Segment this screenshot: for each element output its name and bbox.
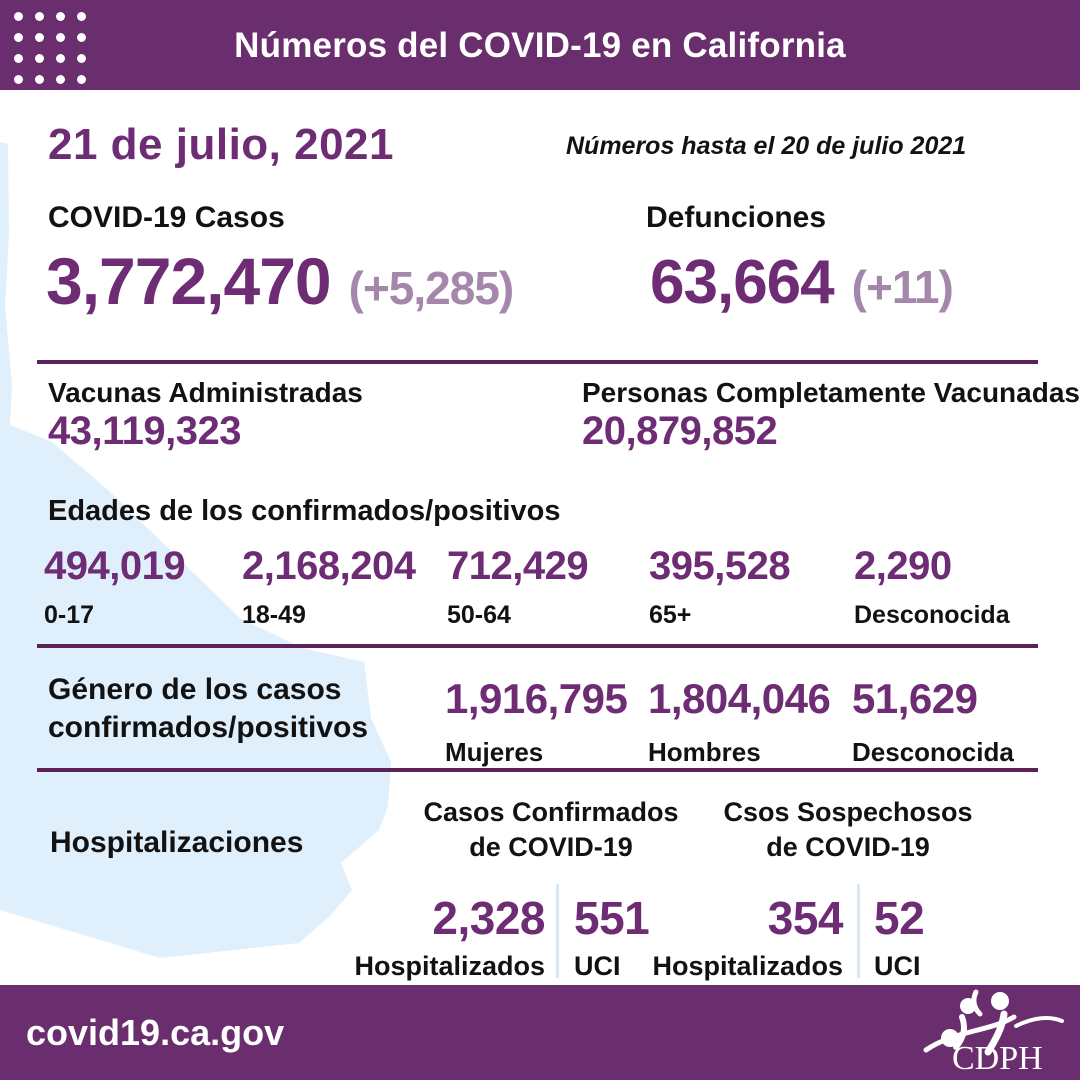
suspected-hospitalized-cell: 354 Hospitalizados xyxy=(643,891,843,982)
header-line1: Csos Sospechosos xyxy=(723,797,973,827)
deaths-value: 63,664 xyxy=(650,248,835,317)
gender-label: Desconocida xyxy=(852,737,1014,767)
age-value: 494,019 xyxy=(44,544,186,588)
section-divider xyxy=(37,768,1038,772)
hospitalizations-title: Hospitalizaciones xyxy=(50,826,304,859)
age-value: 395,528 xyxy=(649,544,791,588)
gender-title-line1: Género de los casos xyxy=(48,673,342,706)
age-group-50-64: 712,429 50-64 xyxy=(447,544,589,630)
gender-label: Mujeres xyxy=(445,737,544,767)
age-label: Desconocida xyxy=(854,601,1010,629)
header-bar: Números del COVID-19 en California xyxy=(0,0,1080,90)
age-group-0-17: 494,019 0-17 xyxy=(44,544,186,630)
vaccines-administered-value: 43,119,323 xyxy=(48,409,242,453)
confirmed-icu-cell: 551 UCI xyxy=(574,891,774,982)
gender-group-unknown: 51,629 Desconocida xyxy=(852,675,1014,768)
page-title: Números del COVID-19 en California xyxy=(234,26,846,65)
age-value: 2,168,204 xyxy=(242,544,416,588)
age-group-unknown: 2,290 Desconocida xyxy=(854,544,1010,630)
report-date: 21 de julio, 2021 xyxy=(48,120,394,169)
suspected-cases-header: Csos Sospechosos de COVID-19 xyxy=(698,795,998,865)
cases-value-row: 3,772,470 (+5,285) xyxy=(46,243,515,319)
age-label: 18-49 xyxy=(242,601,306,629)
section-divider xyxy=(37,644,1038,648)
header-line2: de COVID-19 xyxy=(469,832,633,862)
icu-value: 551 xyxy=(574,892,650,944)
cases-label: COVID-19 Casos xyxy=(48,201,285,234)
gender-value: 1,916,795 xyxy=(445,675,628,722)
section-divider xyxy=(37,360,1038,364)
ages-section-title: Edades de los confirmados/positivos xyxy=(48,495,561,527)
dot-grid-decoration xyxy=(8,6,92,90)
vertical-divider xyxy=(857,884,860,978)
age-label: 65+ xyxy=(649,601,692,629)
gender-group-women: 1,916,795 Mujeres xyxy=(445,675,628,768)
gender-value: 1,804,046 xyxy=(648,675,831,722)
hospitalized-label: Hospitalizados xyxy=(354,951,545,981)
cases-value: 3,772,470 xyxy=(46,244,332,318)
age-value: 712,429 xyxy=(447,544,589,588)
header-line1: Casos Confirmados xyxy=(423,797,679,827)
deaths-delta: (+11) xyxy=(851,261,954,313)
gender-label: Hombres xyxy=(648,737,761,767)
fully-vaccinated-label: Personas Completamente Vacunadas xyxy=(582,377,1080,408)
footer-url: covid19.ca.gov xyxy=(26,1011,285,1053)
as-of-note: Números hasta el 20 de julio 2021 xyxy=(566,132,967,160)
hospitalized-value: 2,328 xyxy=(432,892,545,944)
hospitalized-label: Hospitalizados xyxy=(652,951,843,981)
confirmed-hospitalized-cell: 2,328 Hospitalizados xyxy=(345,891,545,982)
vertical-divider xyxy=(556,884,559,978)
footer-bar: covid19.ca.gov xyxy=(0,985,1080,1080)
deaths-label: Defunciones xyxy=(646,201,827,234)
confirmed-cases-header: Casos Confirmados de COVID-19 xyxy=(401,795,701,865)
icu-value: 52 xyxy=(874,892,925,944)
gender-section-title: Género de los casos confirmados/positivo… xyxy=(48,671,368,747)
cdph-logo-text: CDPH xyxy=(952,1040,1043,1077)
california-map-silhouette xyxy=(0,142,391,958)
deaths-value-row: 63,664 (+11) xyxy=(650,247,954,318)
age-value: 2,290 xyxy=(854,544,952,588)
age-label: 0-17 xyxy=(44,601,95,629)
vaccines-administered-label: Vacunas Administradas xyxy=(48,377,363,408)
header-line2: de COVID-19 xyxy=(766,832,930,862)
gender-group-men: 1,804,046 Hombres xyxy=(648,675,831,768)
hospitalized-value: 354 xyxy=(767,892,844,944)
gender-value: 51,629 xyxy=(852,675,978,722)
age-group-18-49: 2,168,204 18-49 xyxy=(242,544,416,630)
gender-title-line2: confirmados/positivos xyxy=(48,711,369,744)
age-label: 50-64 xyxy=(447,601,511,629)
icu-label: UCI xyxy=(874,951,921,981)
cdph-logo: CDPH xyxy=(923,989,1064,1077)
suspected-icu-cell: 52 UCI xyxy=(874,891,1074,982)
cases-delta: (+5,285) xyxy=(348,262,515,314)
icu-label: UCI xyxy=(574,951,621,981)
age-group-65plus: 395,528 65+ xyxy=(649,544,791,630)
fully-vaccinated-value: 20,879,852 xyxy=(582,409,778,453)
